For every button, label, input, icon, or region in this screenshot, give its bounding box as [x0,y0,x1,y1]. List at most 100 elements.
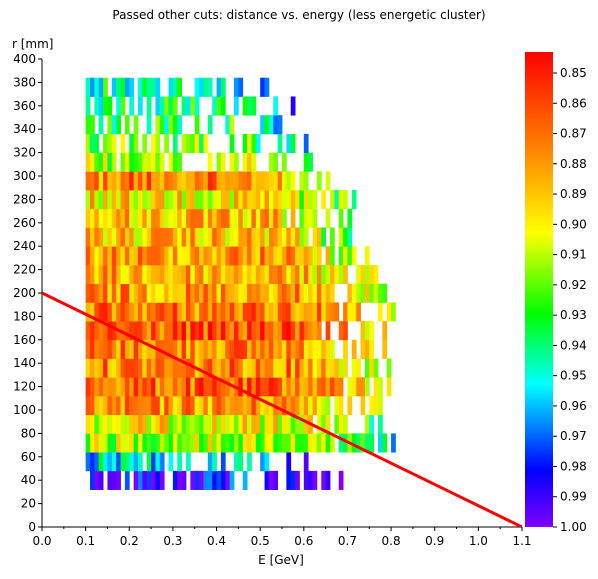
heatmap-cell [181,433,187,453]
heatmap-cell [151,246,156,266]
heatmap-cell [212,470,217,490]
heatmap-cell [325,264,331,285]
heatmap-cell [199,264,204,285]
heatmap-cell [234,77,239,97]
heatmap-cell [98,339,104,359]
heatmap-cell [138,171,143,191]
heatmap-cell [299,433,305,453]
heatmap-cell [330,377,335,397]
x-tick-label: 0.6 [294,534,313,548]
heatmap-cell [277,133,283,153]
heatmap-cell [190,190,196,210]
heatmap-cell [251,395,257,416]
heatmap-cell [220,433,226,453]
heatmap-cell [268,208,274,228]
heatmap-cell [168,302,174,322]
heatmap-cell [312,208,318,228]
heatmap-cell [282,152,287,172]
heatmap-cell [212,321,217,341]
heatmap-cell [116,264,121,285]
heatmap-cell [133,115,139,135]
heatmap-cell [172,321,178,341]
colorbar-tick-label: 0.92 [560,278,587,292]
heatmap-cell [260,358,265,378]
colorbar-tick-label: 0.97 [560,429,587,443]
heatmap-cell [325,377,331,397]
heatmap-cell [159,171,165,191]
heatmap-cell [142,133,148,153]
heatmap-cell [303,339,309,359]
heatmap-cell [277,115,283,135]
heatmap-cell [207,358,213,378]
heatmap-cell [151,358,156,378]
heatmap-cell [360,264,366,285]
heatmap-cell [277,395,283,416]
heatmap-cell [382,339,388,359]
heatmap-cell [277,283,283,303]
heatmap-cell [216,433,222,453]
heatmap-cell [364,414,370,434]
heatmap-cell [321,358,327,378]
heatmap-cell [199,377,204,397]
heatmap-cell [242,433,248,453]
heatmap-cell [264,339,270,359]
heatmap-cell [124,339,130,359]
heatmap-cell [111,77,117,97]
heatmap-cell [286,339,292,359]
heatmap-cell [299,339,305,359]
heatmap-cell [203,395,209,416]
heatmap-cell [321,470,327,490]
heatmap-cell [207,190,213,210]
heatmap-cell [90,227,95,247]
heatmap-cell [286,246,292,266]
heatmap-cell [142,302,148,322]
heatmap-cell [356,377,361,397]
heatmap-cell [312,283,318,303]
heatmap-cell [111,358,117,378]
x-tick-label: 1.0 [469,534,488,548]
heatmap-cell [343,227,348,247]
heatmap-cell [286,190,292,210]
heatmap-cell [155,321,161,341]
heatmap-cell [107,339,113,359]
heatmap-cell [164,339,169,359]
heatmap-cell [347,227,353,247]
heatmap-cell [186,171,191,191]
heatmap-cell [277,264,283,285]
heatmap-cell [111,190,117,210]
heatmap-cell [107,470,113,490]
heatmap-cell [330,190,335,210]
heatmap-cell [190,339,196,359]
heatmap-cell [120,395,126,416]
heatmap-cell [194,77,200,97]
heatmap-cell [229,302,235,322]
heatmap-cell [212,96,217,116]
heatmap-cell [378,433,383,453]
heatmap-cell [146,77,152,97]
heatmap-cell [369,283,375,303]
heatmap-cell [364,358,370,378]
heatmap-cell [338,358,344,378]
heatmap-cell [216,321,222,341]
heatmap-cell [303,321,309,341]
heatmap-cell [273,264,279,285]
heatmap-cell [186,96,191,116]
colorbar-tick-label: 0.94 [560,338,587,352]
heatmap-cell [120,433,126,453]
heatmap-cell [216,302,222,322]
heatmap-cell [343,321,348,341]
heatmap-cell [308,190,313,210]
heatmap-cell [172,377,178,397]
heatmap-cell [251,208,257,228]
heatmap-cell [90,414,95,434]
heatmap-cell [120,358,126,378]
heatmap-cell [164,358,169,378]
heatmap-cell [229,190,235,210]
heatmap-cell [168,77,174,97]
heatmap-cell [242,283,248,303]
heatmap-cell [282,339,287,359]
heatmap-cell [138,246,143,266]
heatmap-cell [142,414,148,434]
heatmap-cell [151,339,156,359]
heatmap-cell [282,264,287,285]
